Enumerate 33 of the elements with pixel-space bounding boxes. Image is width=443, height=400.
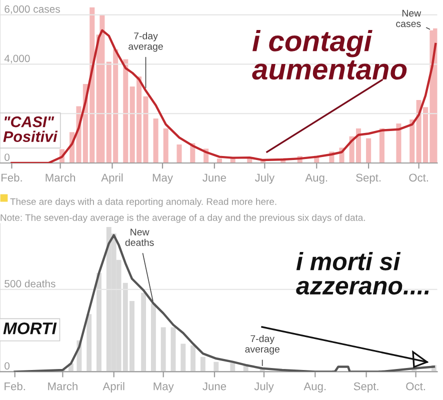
annotation: i contagi aumentano: [252, 30, 407, 80]
x-tick-label: April: [101, 173, 123, 184]
y-tick-label: 0: [4, 362, 10, 370]
x-tick-label: Feb.: [2, 173, 22, 182]
x-tick-label: Aug.: [305, 174, 328, 184]
annotation: MORTI: [3, 322, 57, 334]
x-tick-label: June: [202, 174, 226, 182]
x-tick-label: Sept.: [356, 174, 381, 184]
x-tick-label: April: [102, 382, 124, 392]
annotation: i morti si azzerano....: [296, 252, 429, 295]
x-tick-label: Oct.: [409, 174, 428, 182]
x-tick-label: Sept.: [354, 382, 378, 392]
annotation: 7-day average: [245, 334, 280, 354]
annotation: "CASI" Positivi: [3, 116, 58, 142]
x-tick-label: June: [202, 382, 226, 390]
x-tick-label: March: [48, 382, 78, 390]
text: These are days with a data reporting anomaly. Read more here.: [10, 198, 276, 207]
annotation: New cases: [396, 10, 422, 28]
y-tick-label: 4,000: [4, 54, 30, 64]
x-tick-label: July: [254, 382, 274, 392]
x-tick-label: July: [254, 173, 275, 184]
x-tick-label: May: [152, 174, 173, 184]
x-tick-label: Feb.: [4, 382, 25, 390]
text: Note: The seven-day average is the average of a day and the previous six days of data.: [0, 214, 365, 223]
y-tick-label: 0: [4, 154, 10, 161]
y-tick-label: 6,000 cases: [4, 5, 60, 14]
annotation: New deaths: [125, 228, 154, 246]
x-tick-label: Oct.: [406, 382, 425, 390]
x-tick-label: Aug.: [304, 382, 326, 392]
annotation: 7-day average: [128, 32, 163, 52]
x-tick-label: March: [46, 173, 76, 182]
x-tick-label: May: [154, 382, 174, 392]
y-tick-label: 500 deaths: [4, 280, 56, 288]
